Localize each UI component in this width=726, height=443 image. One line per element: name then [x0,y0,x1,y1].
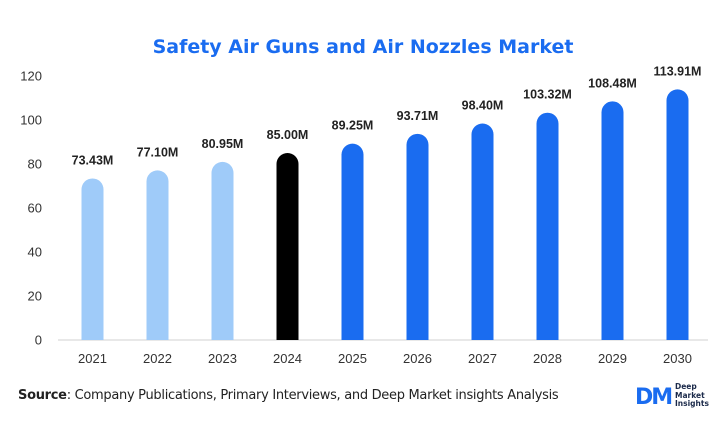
data-label-2030: 113.91M [654,64,702,78]
y-tick-label: 60 [28,201,42,216]
x-tick-label-2027: 2027 [468,351,497,366]
y-tick-label: 40 [28,245,42,260]
data-label-2022: 77.10M [137,145,179,159]
bar-2027 [471,123,494,340]
bar-2022 [146,170,169,340]
data-label-2021: 73.43M [72,153,114,167]
logo-text: Deep Market Insights [675,382,709,409]
data-label-2024: 85.00M [267,128,309,142]
x-tick-label-2021: 2021 [78,351,107,366]
y-tick-label: 0 [35,333,42,348]
y-tick-label: 80 [28,157,42,172]
y-axis-ticks: 0 20 40 60 80 100 120 [20,69,42,348]
logo-line-3: Insights [675,399,709,408]
bar-2021 [81,178,104,340]
y-tick-label: 120 [20,69,42,84]
x-tick-label-2029: 2029 [598,351,627,366]
chart-title: Safety Air Guns and Air Nozzles Market [152,36,574,58]
bar-2030 [666,89,689,340]
x-tick-label-2030: 2030 [663,351,692,366]
bars [81,89,689,340]
y-tick-label: 100 [20,113,42,128]
data-label-2023: 80.95M [202,137,244,151]
data-label-2027: 98.40M [462,99,504,113]
deep-market-insights-logo: DM Deep Market Insights [635,381,715,415]
x-tick-label-2023: 2023 [208,351,237,366]
x-tick-label-2025: 2025 [338,351,367,366]
x-tick-label-2026: 2026 [403,351,432,366]
bar-2023 [211,161,234,340]
data-label-2025: 89.25M [332,119,374,133]
x-axis-ticks: 2021 2022 2023 2024 2025 2026 2027 2028 2029 2030 [78,351,692,366]
logo-line-1: Deep [675,382,697,391]
y-tick-label: 20 [28,289,42,304]
source-prefix: Source [18,388,67,403]
bar-2025 [341,143,364,340]
bar-2026 [406,133,429,340]
data-label-2029: 108.48M [588,76,637,90]
data-label-2028: 103.32M [523,88,572,102]
bar-2029 [601,101,624,340]
data-labels: 73.43M 77.10M 80.95M 85.00M 89.25M 93.71M 98.4… [72,64,702,167]
data-label-2026: 93.71M [397,109,439,123]
source-text: : Company Publications, Primary Intervie… [66,388,559,403]
x-tick-label-2028: 2028 [533,351,562,366]
source-note: Source: Company Publications, Primary In… [18,388,559,403]
logo-mark: DM [635,385,673,410]
bar-chart: 0 20 40 60 80 100 120 73.43M 77.10M 80.95M 85.00M… [20,64,708,366]
bar-2024 [276,153,299,340]
bar-2028 [536,112,559,340]
x-tick-label-2022: 2022 [143,351,172,366]
logo-line-2: Market [675,390,705,400]
x-tick-label-2024: 2024 [273,351,302,366]
